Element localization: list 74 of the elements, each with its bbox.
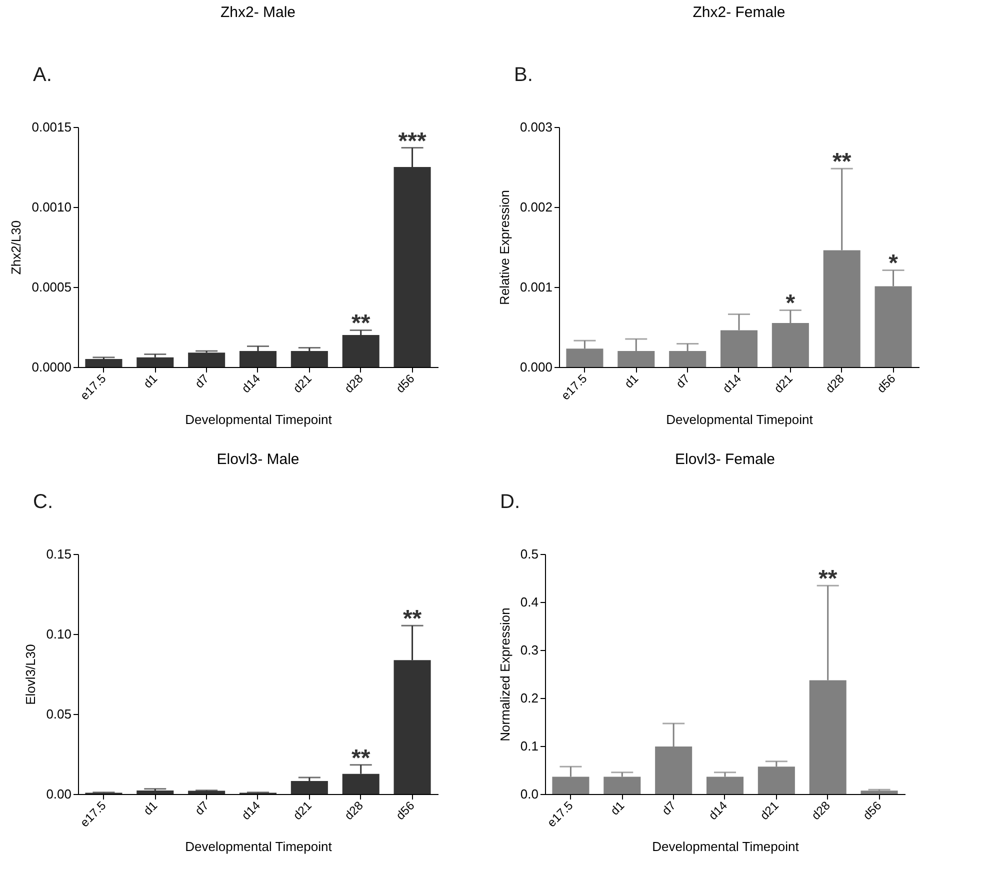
y-tick-label: 0.002 <box>520 200 552 214</box>
y-tick-label: 0.000 <box>520 360 552 374</box>
y-tick-label: 0.15 <box>46 546 72 562</box>
y-tick-label: 0.5 <box>520 546 538 562</box>
bar <box>136 357 174 367</box>
bar <box>342 335 380 367</box>
y-tick-label: 0.10 <box>46 626 72 642</box>
annotation: ** <box>818 566 838 593</box>
x-axis-title: Developmental Timepoint <box>666 412 814 427</box>
x-tick-label: d1 <box>608 798 628 818</box>
chart-title: Zhx2- Male <box>220 4 296 21</box>
x-tick-label: d7 <box>673 371 693 391</box>
x-tick-label: d1 <box>140 371 160 391</box>
x-tick-label: d14 <box>720 371 744 396</box>
bar <box>290 351 328 367</box>
x-tick-label: d14 <box>706 798 730 823</box>
annotation: ** <box>832 148 852 176</box>
x-tick-label: d28 <box>342 371 366 396</box>
bar <box>604 776 641 794</box>
chart-title: Elovl3- Female <box>674 451 776 468</box>
x-axis-title: Developmental Timepoint <box>185 838 332 854</box>
x-tick-label: d7 <box>192 371 212 391</box>
text: C. <box>33 491 53 513</box>
annotation: ** <box>352 744 371 772</box>
y-axis-title: Zhx2/L30 <box>8 220 24 275</box>
text: D. <box>500 491 520 513</box>
x-tick-label: d7 <box>192 798 212 818</box>
x-tick-label: d7 <box>659 798 679 818</box>
y-tick-label: 0.0010 <box>32 200 72 214</box>
y-tick-label: 0.001 <box>520 280 552 294</box>
y-axis-title: Elovl3/L30 <box>23 644 38 705</box>
y-tick-label: 0.2 <box>520 690 538 706</box>
x-tick-label: d21 <box>771 371 796 396</box>
y-tick-label: 0.05 <box>46 706 72 722</box>
x-tick-label: d56 <box>874 371 898 396</box>
x-axis-title: Developmental Timepoint <box>652 838 800 854</box>
x-tick-label: d56 <box>393 798 418 823</box>
x-tick-label: d21 <box>290 371 315 396</box>
y-tick-label: 0.3 <box>520 642 538 658</box>
text: A. <box>33 64 52 86</box>
chart-title: Zhx2- Female <box>692 4 786 21</box>
annotation: ** <box>402 606 422 633</box>
x-tick-label: d56 <box>860 798 884 823</box>
y-axis-title: Normalized Expression <box>497 608 512 742</box>
y-tick-label: 0.0000 <box>32 360 72 374</box>
x-tick-label: d21 <box>757 798 782 823</box>
annotation: ** <box>352 310 371 338</box>
x-tick-label: d1 <box>622 371 642 391</box>
x-tick-label: d14 <box>238 371 264 396</box>
annotation: * <box>888 250 899 278</box>
bar <box>188 790 226 794</box>
x-tick-label: d1 <box>140 798 160 818</box>
bar <box>290 781 328 794</box>
x-tick-label: d56 <box>393 371 418 396</box>
y-tick-label: 0.0 <box>520 786 538 802</box>
x-tick-label: d28 <box>808 798 834 823</box>
x-tick-label: d28 <box>342 798 366 823</box>
x-tick-label: d28 <box>822 371 848 396</box>
annotation: * <box>786 290 796 318</box>
bar <box>706 776 744 794</box>
x-tick-label: d21 <box>290 798 315 823</box>
y-tick-label: 0.0015 <box>32 120 72 134</box>
bar <box>239 351 277 367</box>
x-tick-label: d14 <box>238 798 264 823</box>
y-tick-label: 0.00 <box>46 786 72 802</box>
y-tick-label: 0.0005 <box>32 280 72 294</box>
annotation: *** <box>398 128 427 155</box>
text: B. <box>514 64 533 86</box>
y-tick-label: 0.4 <box>520 594 538 610</box>
x-axis-title: Developmental Timepoint <box>185 412 332 427</box>
y-axis-title: Relative Expression <box>496 190 512 305</box>
y-tick-label: 0.1 <box>520 738 538 754</box>
chart-title: Elovl3- Male <box>216 451 300 468</box>
y-tick-label: 0.003 <box>520 120 552 134</box>
